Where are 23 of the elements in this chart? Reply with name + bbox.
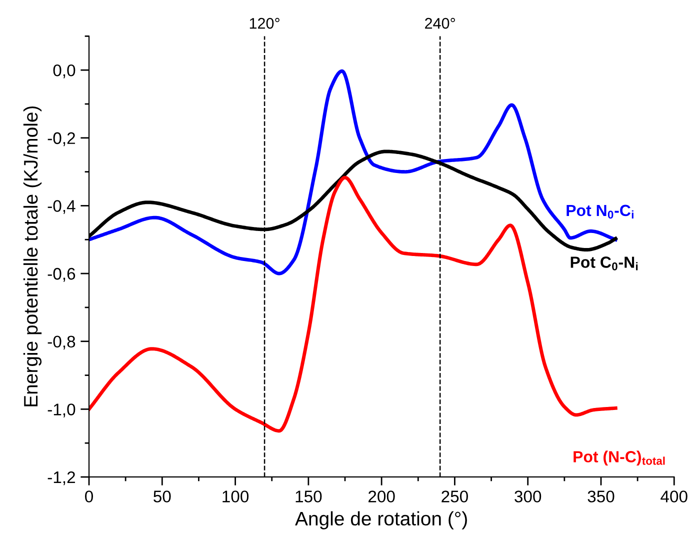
x-tick-label: 300 bbox=[514, 490, 542, 502]
x-tick-label: 200 bbox=[368, 490, 395, 502]
x-tick-label: 50 bbox=[154, 490, 171, 502]
x-tick-label: 150 bbox=[296, 490, 322, 502]
text: Pot (N-C)$_{total}$ bbox=[574, 450, 665, 466]
series-label: Pot N$_{0}$-C$_{i}$ bbox=[566, 204, 634, 219]
x-tick-label: 400 bbox=[660, 490, 688, 502]
y-tick-label: -1,0 bbox=[48, 404, 76, 418]
y-tick-label: -0,2 bbox=[48, 132, 75, 146]
ref-line-label: 120° bbox=[250, 18, 280, 29]
x-tick-label: 250 bbox=[442, 490, 468, 502]
y-tick-label: -0,4 bbox=[48, 200, 76, 214]
ref-line-label: 240° bbox=[425, 18, 455, 29]
y-tick-label: 0,0 bbox=[53, 64, 76, 78]
x-tick-label: 0 bbox=[85, 490, 93, 502]
y-tick-label: -1,2 bbox=[48, 471, 75, 486]
y-tick-label: -0,6 bbox=[48, 268, 76, 282]
x-tick-label: 100 bbox=[222, 490, 249, 502]
x-axis-title: Angle de rotation (°) bbox=[295, 511, 467, 530]
y-axis-title: Energie potentielle totale (KJ/mole) bbox=[23, 106, 42, 406]
series-label: Pot C$_{0}$-N$_{i}$ bbox=[570, 256, 638, 270]
x-tick-label: 350 bbox=[588, 490, 614, 502]
y-tick-label: -0,8 bbox=[48, 336, 76, 350]
